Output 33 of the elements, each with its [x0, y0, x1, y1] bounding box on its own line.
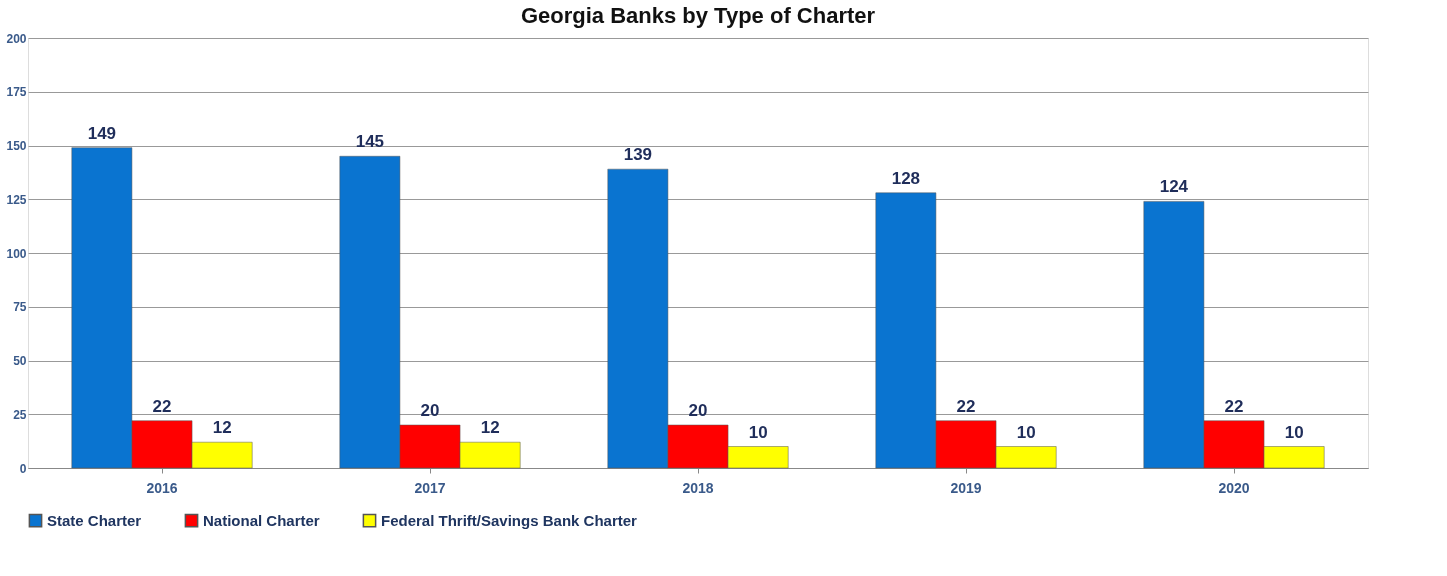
legend-label: National Charter: [203, 511, 320, 529]
data-label: 10: [1284, 422, 1304, 442]
x-tick-label: 2020: [1218, 479, 1250, 496]
data-label: 124: [1159, 177, 1189, 197]
y-tick-label: 75: [13, 300, 27, 315]
data-label: 139: [623, 145, 653, 165]
legend-label: State Charter: [47, 511, 142, 529]
x-tick-label: 2018: [682, 479, 714, 496]
y-tick-label: 150: [6, 139, 27, 153]
data-label: 10: [748, 422, 768, 442]
x-tick-label: 2016: [146, 479, 178, 496]
y-tick-label: 100: [6, 246, 27, 261]
data-label: 12: [480, 418, 500, 438]
data-label: 145: [355, 132, 385, 152]
x-tick-label: 2019: [950, 479, 982, 496]
y-tick-label: 175: [6, 85, 27, 100]
data-label: 20: [688, 401, 708, 420]
data-label: 20: [420, 401, 440, 420]
x-tick-label: 2017: [414, 479, 446, 496]
data-label: 22: [956, 396, 976, 416]
legend-label: Federal Thrift/Savings Bank Charter: [381, 511, 638, 529]
y-tick-label: 125: [6, 192, 27, 207]
data-label: 149: [87, 123, 117, 143]
data-label: 10: [1016, 422, 1036, 442]
data-label: 12: [212, 418, 232, 438]
y-tick-label: 50: [13, 354, 27, 368]
data-label: 22: [152, 396, 172, 416]
y-tick-label: 200: [6, 31, 27, 46]
y-tick-label: 25: [13, 407, 27, 422]
chart-title: Georgia Banks by Type of Charter: [520, 3, 876, 28]
data-label: 22: [1224, 396, 1244, 416]
y-tick-label: 0: [19, 461, 27, 476]
data-label: 128: [891, 168, 921, 188]
